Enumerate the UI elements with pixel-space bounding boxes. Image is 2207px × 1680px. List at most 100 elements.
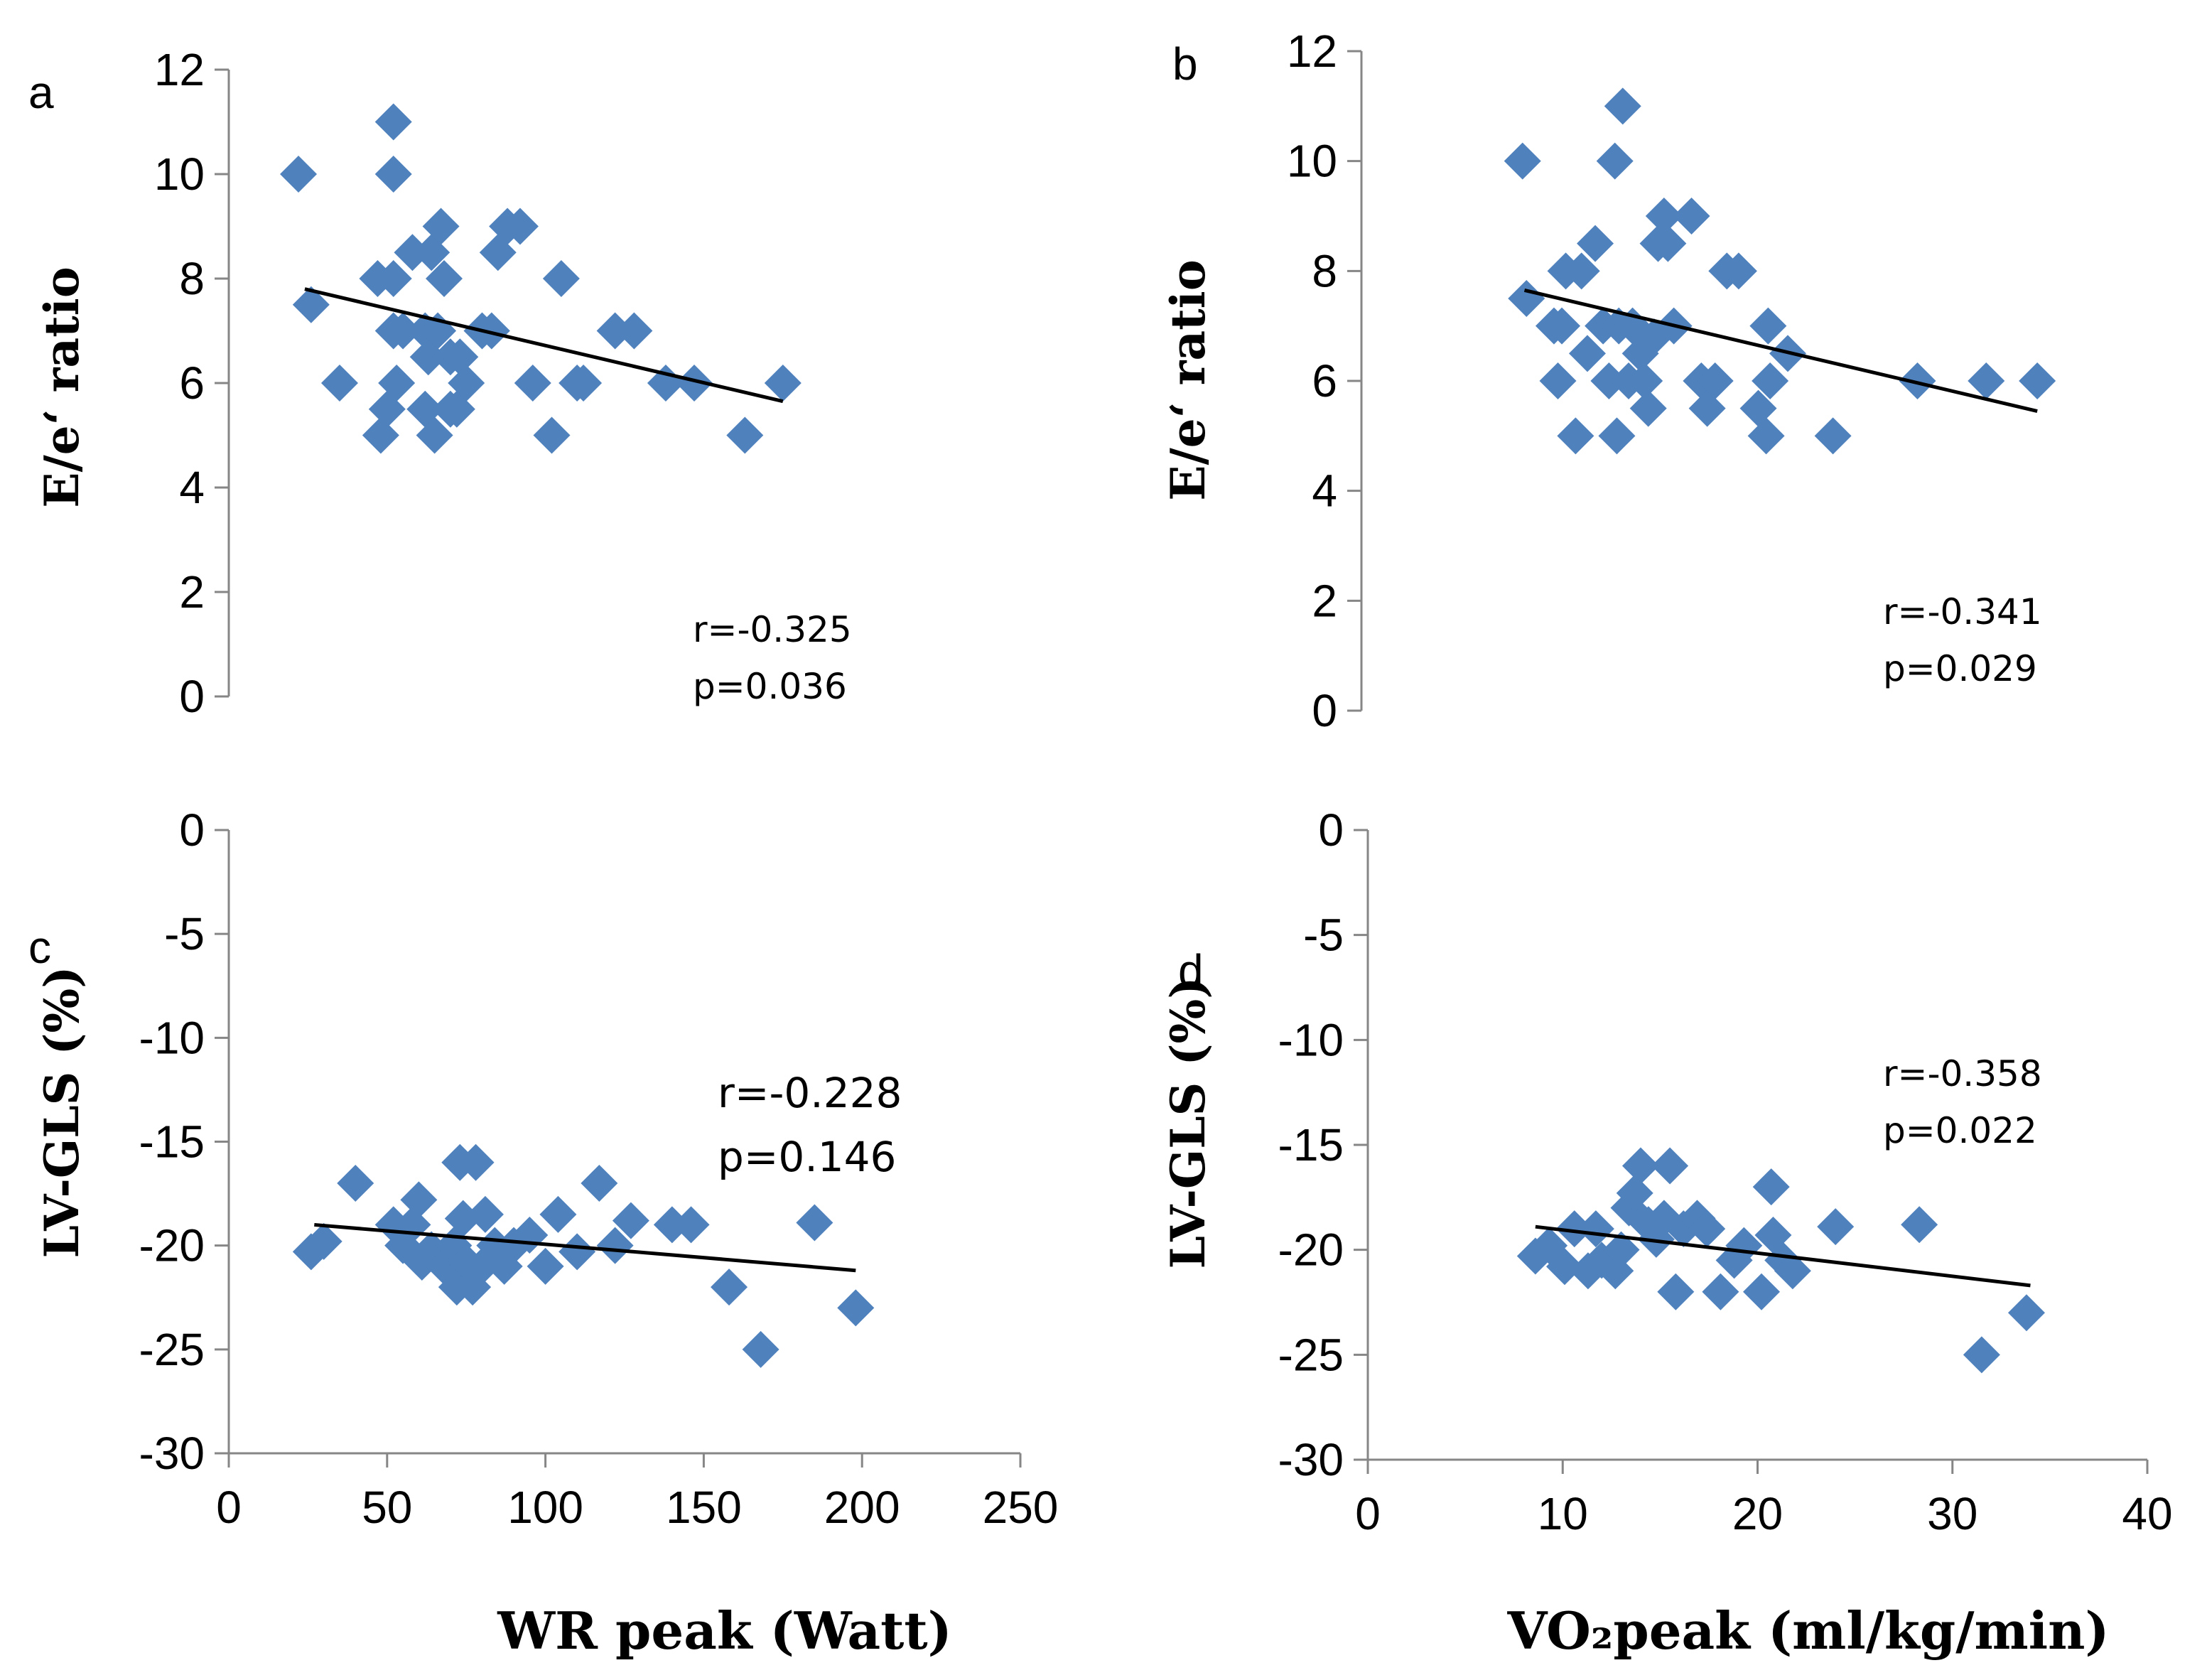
- panel-d-data-point: [1725, 1227, 1763, 1264]
- panel-d: d LV-GLS (%) 0 -5 -10 -15 -20 -25 -30 0 10 20 30 4…: [1160, 804, 2173, 1661]
- panel-c-data-point: [581, 1164, 618, 1202]
- panel-b-data-point: [1629, 389, 1667, 427]
- panel-a-data-point: [647, 365, 684, 402]
- panel-b-data-point: [1577, 225, 1614, 262]
- panel-c-data-point: [653, 1206, 691, 1244]
- panel-a-trendline: [304, 287, 784, 404]
- panel-d-trendline: [1535, 1224, 2031, 1288]
- panel-b-data-point: [1739, 389, 1777, 427]
- panel-c-x-tick-label: 50: [362, 1482, 412, 1533]
- panel-d-data-point: [1817, 1208, 1855, 1246]
- panel-a-label: a: [28, 67, 54, 118]
- panel-b-data-point: [1747, 417, 1785, 455]
- panel-d-x-tick-label: 0: [1355, 1488, 1381, 1539]
- panel-a: a E/e‘ ratio 0 2 4 6 8 10 12 r=-0.325 p=0.036: [28, 44, 852, 722]
- panel-c-x-ticks: 0 50 100 150 200 250: [216, 1453, 1058, 1533]
- panel-b-data-point: [1968, 362, 2005, 399]
- panel-a-data-point: [378, 365, 416, 402]
- panel-d-data-point: [1602, 1231, 1640, 1269]
- panel-d-y-axis-label: LV-GLS (%): [1160, 977, 1216, 1269]
- panel-c-y-tick-label: -15: [139, 1116, 205, 1168]
- panel-c-data-point: [559, 1233, 596, 1271]
- panel-c-y-ticks: 0 -5 -10 -15 -20 -25 -30: [139, 804, 229, 1479]
- panel-c-stat-p: p=0.146: [718, 1133, 896, 1181]
- panel-b-data-point: [1508, 280, 1545, 317]
- panel-a-data-point: [426, 260, 463, 297]
- panel-b-y-tick-label: 0: [1312, 685, 1337, 736]
- panel-b-data-point: [1696, 362, 1734, 399]
- panel-d-data-point: [2007, 1294, 2045, 1332]
- panel-d-y-tick-label: -10: [1278, 1014, 1344, 1065]
- panel-a-y-tick-label: 2: [179, 566, 205, 618]
- panel-c-data-point: [400, 1181, 438, 1219]
- panel-b-y-axis-label: E/e‘ ratio: [1160, 259, 1216, 500]
- panel-d-y-tick-label: -30: [1278, 1434, 1344, 1485]
- panel-b-y-ticks: 0 2 4 6 8 10 12: [1287, 26, 1361, 736]
- panel-d-data-point: [1702, 1273, 1739, 1310]
- panel-b-y-tick-label: 10: [1287, 136, 1337, 187]
- panel-b-data-point: [1604, 87, 1641, 125]
- panel-b-data-point: [1568, 335, 1606, 372]
- panel-a-data-point: [514, 365, 551, 402]
- panel-c-x-tick-label: 0: [216, 1482, 242, 1533]
- panel-d-y-tick-label: -5: [1303, 910, 1344, 961]
- panel-d-x-tick-label: 30: [1927, 1488, 1977, 1539]
- panel-d-x-tick-label: 20: [1732, 1488, 1783, 1539]
- panel-d-y-tick-label: -15: [1278, 1119, 1344, 1170]
- panel-b-data-point: [1720, 252, 1757, 290]
- panel-b-data-point: [1814, 417, 1852, 455]
- panel-d-y-tick-label: 0: [1318, 804, 1344, 856]
- panel-a-stat-p: p=0.036: [693, 666, 847, 707]
- panel-d-y-ticks: 0 -5 -10 -15 -20 -25 -30: [1278, 804, 1368, 1485]
- panel-c-y-tick-label: -5: [164, 908, 205, 959]
- panel-d-x-ticks: 0 10 20 30 40: [1355, 1460, 2173, 1539]
- panel-b-data-point: [1590, 362, 1628, 399]
- panel-c-data-point: [796, 1204, 833, 1242]
- panel-a-stat-r: r=-0.325: [693, 609, 852, 650]
- panel-b: b E/e‘ ratio 0 2 4 6 8 10 12 r=-0.341 p=0.029: [1160, 26, 2056, 736]
- panel-d-data-point: [1616, 1174, 1653, 1212]
- panel-b-y-tick-label: 12: [1287, 26, 1337, 77]
- panel-a-data-point: [565, 365, 603, 402]
- panel-b-data-point: [1598, 417, 1636, 455]
- panel-b-data-point: [1596, 142, 1634, 180]
- panel-d-data-point: [1555, 1210, 1593, 1248]
- panel-a-y-tick-label: 0: [179, 671, 205, 722]
- panel-b-stat-p: p=0.029: [1883, 648, 2037, 689]
- panel-b-y-tick-label: 4: [1312, 465, 1337, 517]
- panel-c-data-point: [337, 1164, 374, 1202]
- panel-c: c LV-GLS (%) 0 -5 -10 -15 -20 -25 -30 0 50 100 15…: [28, 804, 1058, 1661]
- panel-d-data-point: [1545, 1248, 1583, 1286]
- panel-b-data-point: [1649, 225, 1687, 262]
- panel-a-y-ticks: 0 2 4 6 8 10 12: [154, 44, 229, 722]
- panel-c-y-tick-label: -20: [139, 1220, 205, 1271]
- panel-a-data-point: [473, 312, 510, 350]
- panel-b-data-point: [1504, 142, 1541, 180]
- panel-b-label: b: [1172, 38, 1198, 90]
- panel-c-trendline: [314, 1222, 856, 1273]
- panel-b-data-point: [1749, 307, 1787, 345]
- panel-a-data-point: [615, 312, 653, 350]
- panel-c-y-axis-label: LV-GLS (%): [34, 966, 90, 1259]
- panel-c-y-tick-label: 0: [179, 804, 205, 856]
- panel-b-y-tick-label: 6: [1312, 355, 1337, 406]
- panel-b-data-point: [1557, 417, 1594, 455]
- panel-a-data-point: [676, 365, 713, 402]
- panel-b-trendline: [1523, 288, 2038, 413]
- panel-d-stat-r: r=-0.358: [1883, 1053, 2042, 1094]
- panel-d-stat-p: p=0.022: [1883, 1110, 2037, 1151]
- panel-d-data-point: [1621, 1147, 1659, 1185]
- panel-b-data-point: [1626, 362, 1663, 399]
- panel-a-data-point: [533, 416, 571, 454]
- panel-d-x-tick-label: 10: [1538, 1488, 1588, 1539]
- panel-c-y-tick-label: -10: [139, 1012, 205, 1063]
- panel-c-data-point: [466, 1195, 504, 1233]
- panel-b-y-tick-label: 8: [1312, 245, 1337, 296]
- panel-a-data-point: [280, 156, 318, 193]
- panel-a-data-point: [320, 365, 358, 402]
- panel-d-label: d: [1178, 945, 1204, 996]
- panel-a-data-point: [384, 312, 422, 350]
- panel-c-x-tick-label: 200: [824, 1482, 900, 1533]
- panel-b-data-point: [1673, 198, 1710, 235]
